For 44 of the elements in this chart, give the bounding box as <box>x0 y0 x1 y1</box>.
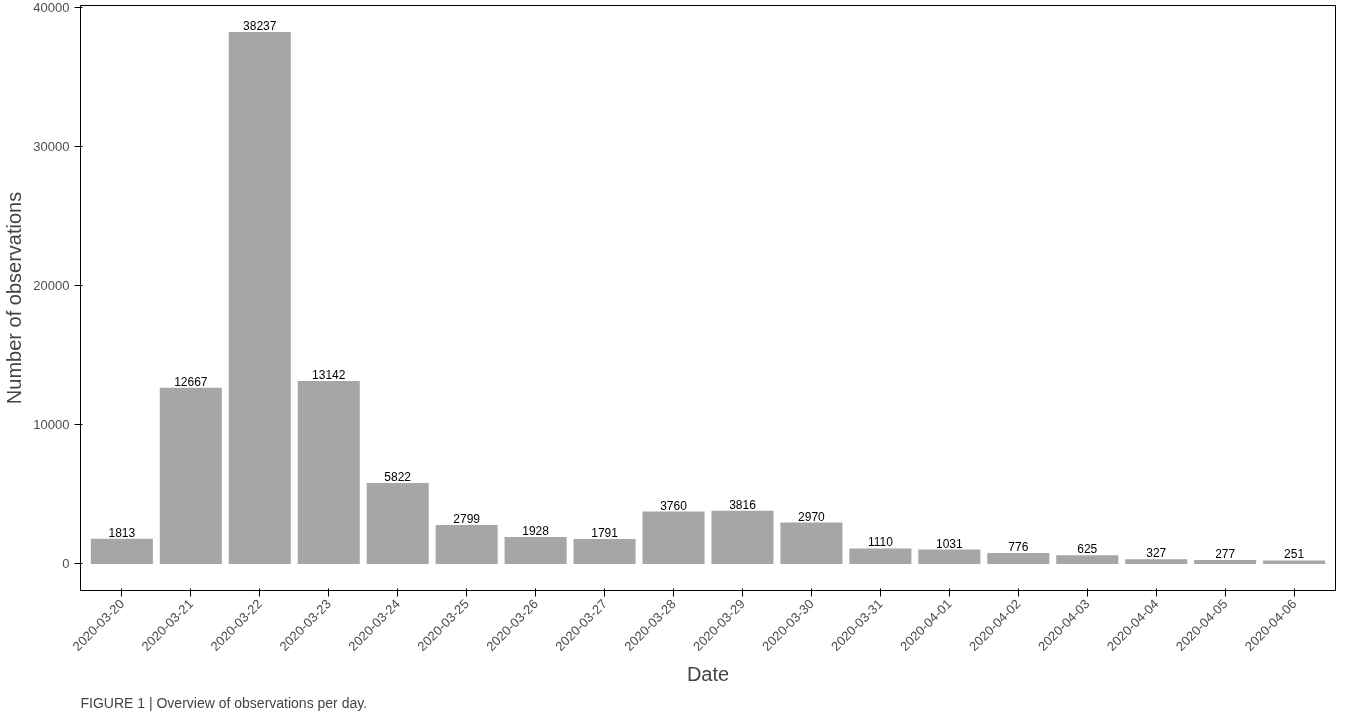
data-label: 1928 <box>522 524 550 539</box>
data-label: 38237 <box>243 19 277 34</box>
data-label: 776 <box>1008 540 1029 555</box>
data-label: 1031 <box>936 536 964 551</box>
bar <box>159 387 222 564</box>
bar <box>1194 560 1257 564</box>
y-tick-label: 30000 <box>33 139 70 155</box>
bar <box>849 548 912 564</box>
data-label: 1813 <box>108 525 136 540</box>
bar <box>918 549 981 564</box>
data-label: 13142 <box>312 368 346 383</box>
data-label: 1791 <box>591 526 619 540</box>
data-label: 3816 <box>729 497 757 512</box>
data-label: 277 <box>1215 547 1236 562</box>
bar <box>642 511 705 564</box>
data-label: 12667 <box>174 374 208 389</box>
bar <box>1263 560 1326 564</box>
y-tick-label: 0 <box>62 556 70 572</box>
x-axis-title: Date <box>686 662 730 685</box>
y-axis-title: Number of observations <box>3 191 26 405</box>
bar <box>228 32 291 564</box>
data-label: 327 <box>1146 546 1167 561</box>
bar <box>435 524 498 564</box>
bar <box>297 381 360 564</box>
caption: FIGURE 1 | Overview of observations per day. <box>80 694 368 711</box>
data-label: 625 <box>1077 542 1098 557</box>
y-tick-label: 20000 <box>33 278 70 294</box>
bar <box>504 537 567 564</box>
y-tick-label: 40000 <box>33 0 70 16</box>
bar <box>573 539 636 564</box>
data-label: 2799 <box>453 511 481 526</box>
y-tick-label: 10000 <box>33 417 70 433</box>
bar <box>366 482 429 564</box>
bar <box>780 522 843 564</box>
bar <box>90 538 153 564</box>
data-label: 251 <box>1284 547 1305 562</box>
bar <box>711 510 774 564</box>
data-label: 5822 <box>384 469 412 484</box>
data-label: 1110 <box>867 535 894 550</box>
data-label: 2970 <box>798 509 826 524</box>
data-label: 3760 <box>660 498 688 513</box>
bar <box>987 553 1050 564</box>
bar <box>1056 555 1119 564</box>
bar <box>1125 559 1188 564</box>
